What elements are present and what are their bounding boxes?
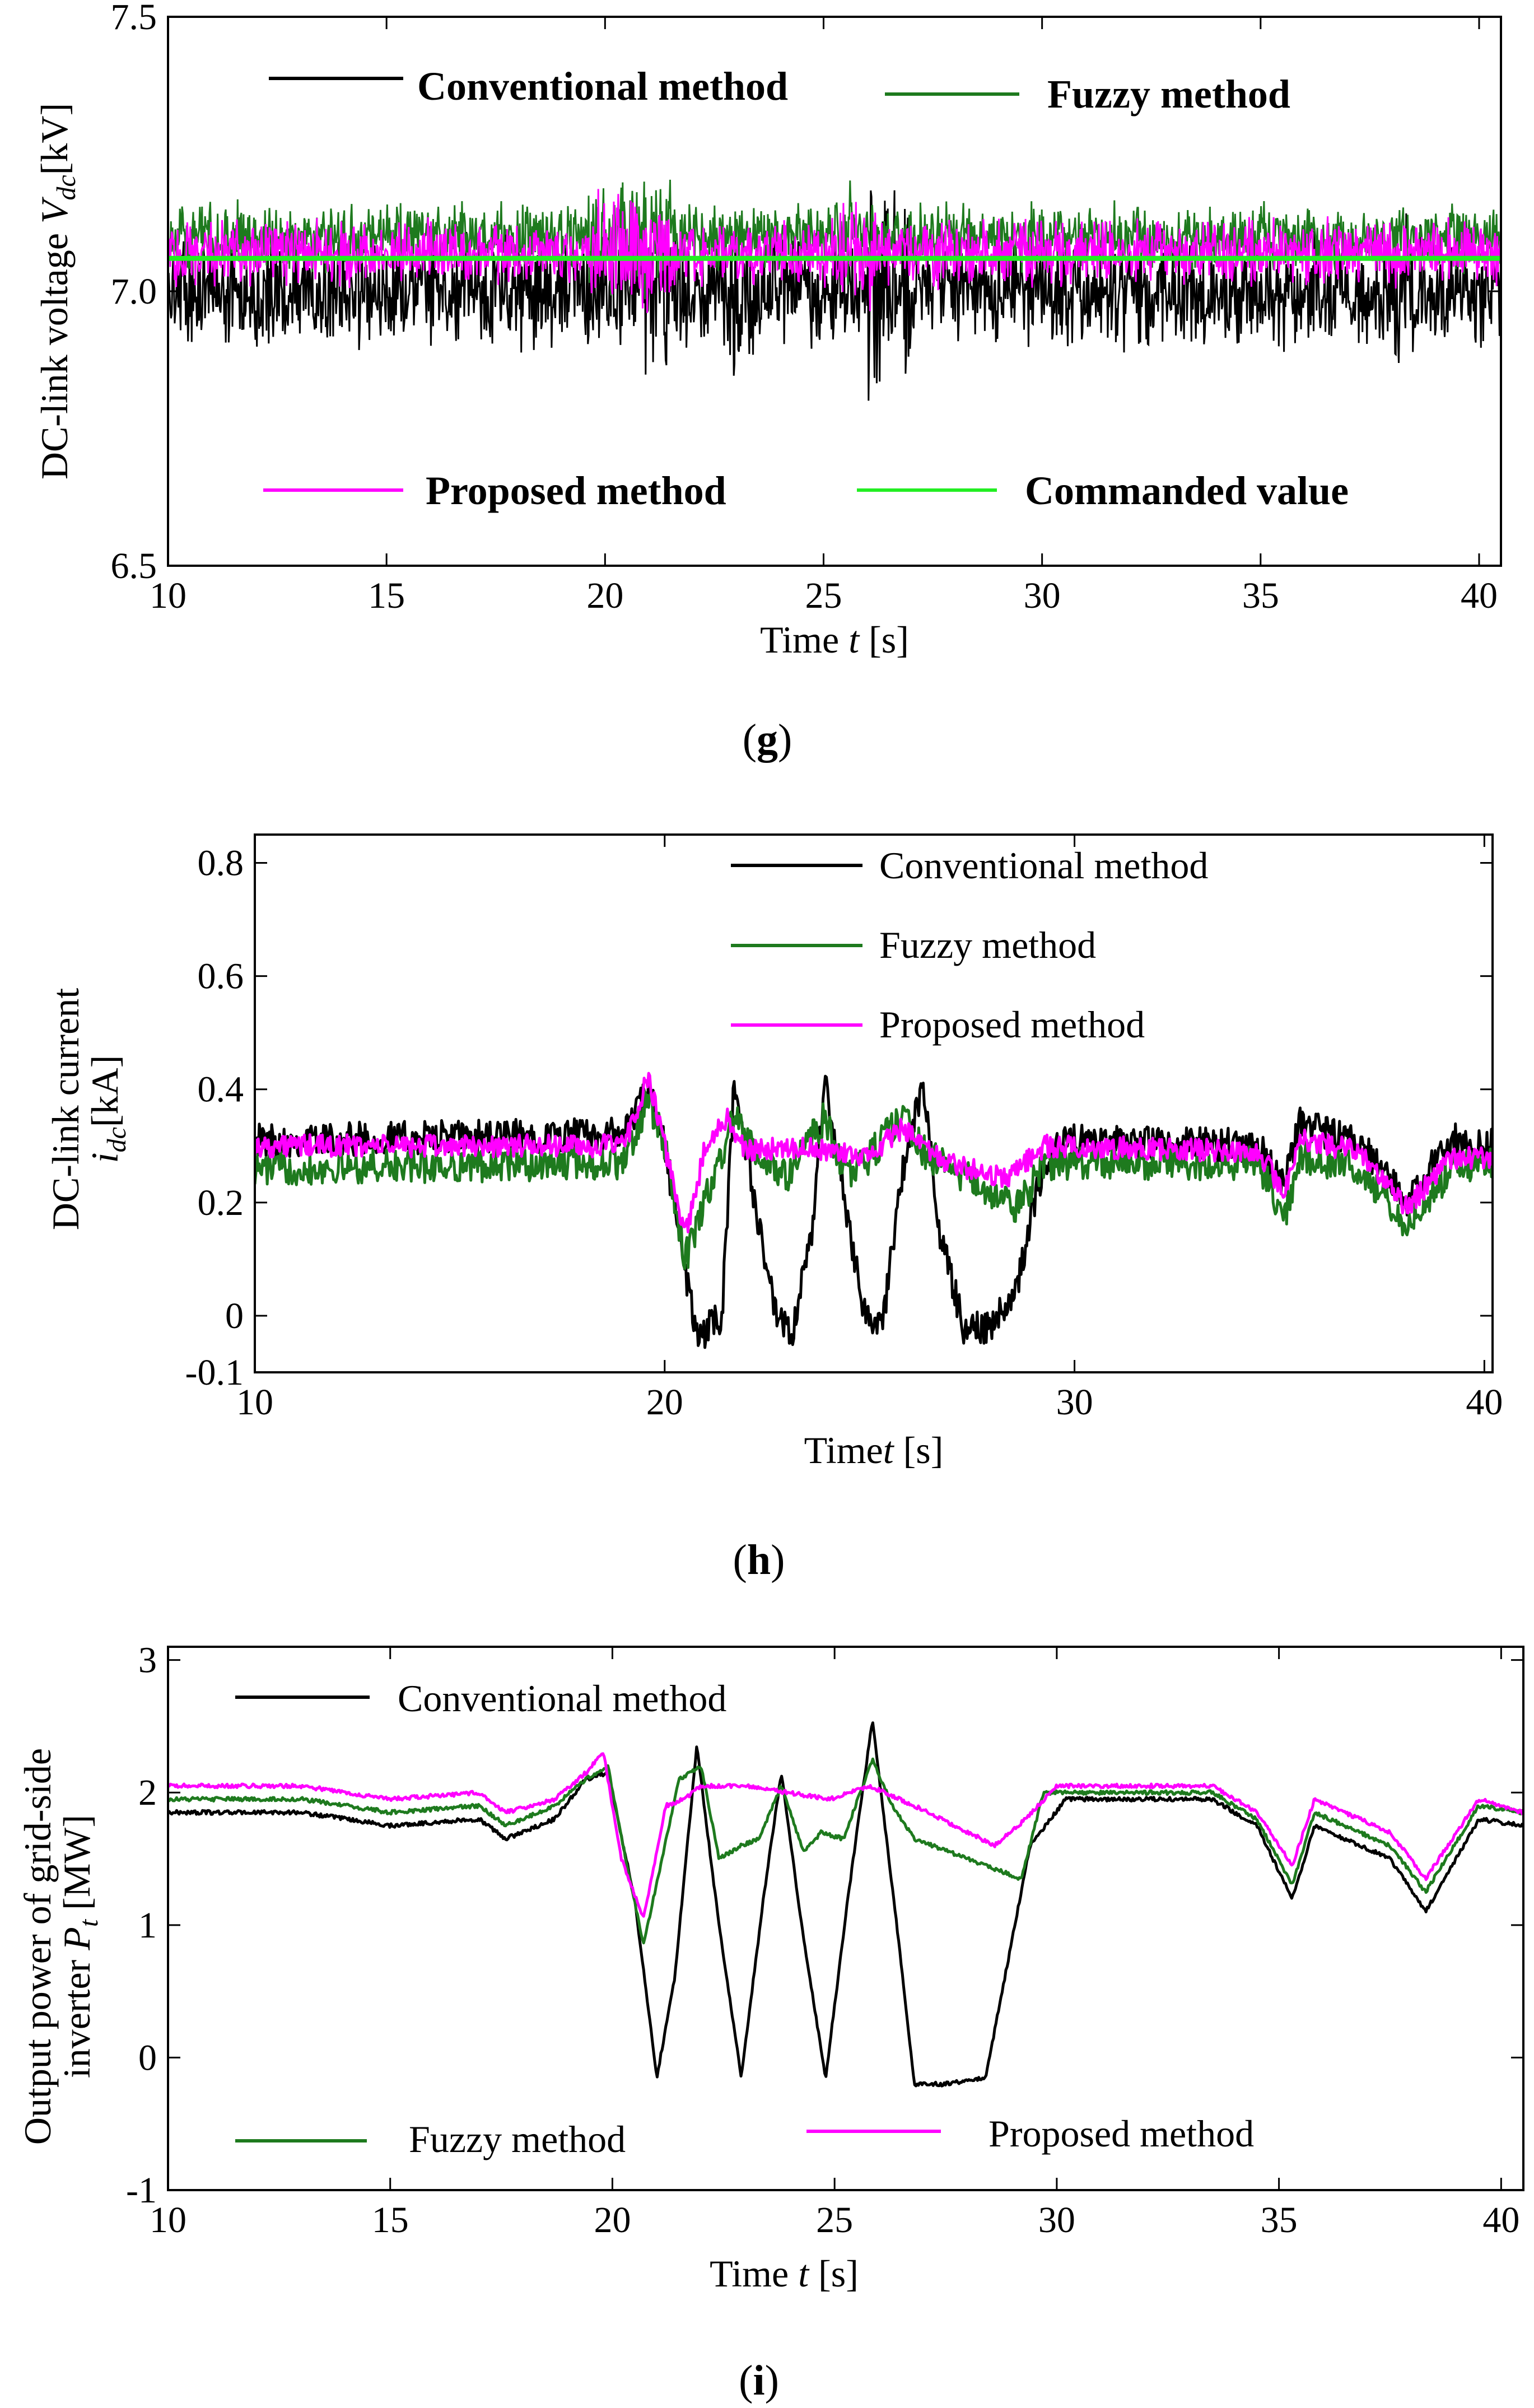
legend-h-fuzzy-label: Fuzzy method xyxy=(879,924,1096,966)
panel-h-ticks: 10 20 30 40 -0.1 0 0.2 0.4 0.6 0.8 xyxy=(185,835,1503,1423)
panel-h: 10 20 30 40 -0.1 0 0.2 0.4 0.6 0.8 Conventional m… xyxy=(44,833,1503,1583)
series-i-conventional xyxy=(168,1721,1523,2088)
ytick-label-i-3: 3 xyxy=(138,1640,157,1681)
panel-g-series xyxy=(168,179,1501,401)
ytick-label-i--1: -1 xyxy=(126,2170,157,2211)
ytick-label-g-7.0: 7.0 xyxy=(111,271,157,312)
xtick-label-g-35: 35 xyxy=(1242,575,1279,616)
ytick-label-h-0: 0 xyxy=(225,1296,244,1336)
panel-g-caption: (g) xyxy=(743,716,792,763)
xtick-label-h-20: 20 xyxy=(646,1382,683,1423)
xtick-label-h-10: 10 xyxy=(236,1382,273,1423)
ytick-label-g-6.5: 6.5 xyxy=(111,546,157,586)
panel-i: 10 15 20 25 30 35 40 -1 0 1 2 3 Conventional method… xyxy=(16,1640,1524,2404)
series-g-proposed xyxy=(168,189,1501,313)
xtick-label-i-20: 20 xyxy=(594,2200,631,2241)
panel-i-axes-box xyxy=(167,1646,1524,2191)
xtick-label-i-40: 40 xyxy=(1482,2200,1519,2241)
ytick-label-h-0.8: 0.8 xyxy=(198,843,244,884)
legend-g-proposed-label: Proposed method xyxy=(426,468,726,513)
ytick-label-h-0.6: 0.6 xyxy=(198,956,244,997)
legend-g-commanded-label: Commanded value xyxy=(1025,468,1349,513)
xtick-label-h-30: 30 xyxy=(1056,1382,1093,1423)
ytick-label-i-2: 2 xyxy=(138,1772,157,1813)
panel-i-ylabel-line2: inverter Pt [MW] xyxy=(55,1815,104,2078)
legend-i-conventional-label: Conventional method xyxy=(398,1677,726,1720)
legend-h-conventional-label: Conventional method xyxy=(879,844,1208,887)
ytick-label-h--0.1: -0.1 xyxy=(185,1352,244,1393)
panel-h-ylabel: DC-link current xyxy=(44,988,87,1231)
ytick-label-g-7.5: 7.5 xyxy=(111,0,157,38)
legend-g-fuzzy-label: Fuzzy method xyxy=(1047,72,1290,117)
panel-i-xlabel: Time t [s] xyxy=(710,2252,859,2295)
panel-i-caption: (i) xyxy=(739,2357,779,2404)
panel-h-ylabel-symbol: idc[kA] xyxy=(83,1055,132,1163)
panel-i-series xyxy=(168,1721,1523,2088)
panel-g-ticks: 10 15 20 25 30 35 40 6.5 7.0 7.5 xyxy=(111,0,1501,616)
legend-i-proposed-label: Proposed method xyxy=(989,2112,1254,2155)
legend-g-conventional-label: Conventional method xyxy=(417,64,788,109)
series-i-proposed xyxy=(168,1752,1523,1918)
xtick-label-i-25: 25 xyxy=(816,2200,853,2241)
series-h-fuzzy xyxy=(255,1091,1493,1270)
xtick-label-i-15: 15 xyxy=(372,2200,409,2241)
panel-g-ylabel: DC-link voltage Vdc[kV] xyxy=(33,103,81,479)
legend-i-fuzzy-label: Fuzzy method xyxy=(409,2118,626,2160)
panel-h-caption: (h) xyxy=(733,1536,785,1583)
panel-h-axes-box xyxy=(254,833,1494,1373)
xtick-label-g-20: 20 xyxy=(586,575,623,616)
series-i-fuzzy xyxy=(168,1757,1523,1945)
ytick-label-h-0.2: 0.2 xyxy=(198,1182,244,1223)
panel-g-xlabel: Time t [s] xyxy=(760,618,909,661)
xtick-label-g-40: 40 xyxy=(1461,575,1498,616)
panel-h-xlabel: Timet [s] xyxy=(804,1429,944,1471)
series-h-conventional xyxy=(255,1074,1493,1349)
xtick-label-i-35: 35 xyxy=(1261,2200,1298,2241)
panel-i-ticks: 10 15 20 25 30 35 40 -1 0 1 2 3 xyxy=(126,1640,1523,2241)
ytick-label-i-1: 1 xyxy=(138,1905,157,1946)
xtick-label-g-10: 10 xyxy=(150,575,186,616)
xtick-label-i-10: 10 xyxy=(150,2200,186,2241)
xtick-label-h-40: 40 xyxy=(1466,1382,1503,1423)
xtick-label-g-30: 30 xyxy=(1024,575,1061,616)
xtick-label-i-30: 30 xyxy=(1038,2200,1075,2241)
legend-h-proposed-label: Proposed method xyxy=(879,1003,1145,1046)
panel-h-series xyxy=(255,1072,1493,1349)
ytick-label-h-0.4: 0.4 xyxy=(198,1069,244,1110)
panel-g: 10 15 20 25 30 35 40 6.5 7.0 7.5 Conventional met… xyxy=(33,0,1502,763)
xtick-label-g-25: 25 xyxy=(805,575,842,616)
panel-i-ylabel: Output power of grid-side xyxy=(16,1748,59,2145)
xtick-label-g-15: 15 xyxy=(368,575,405,616)
ytick-label-i-0: 0 xyxy=(138,2037,157,2078)
series-h-proposed xyxy=(255,1072,1493,1233)
